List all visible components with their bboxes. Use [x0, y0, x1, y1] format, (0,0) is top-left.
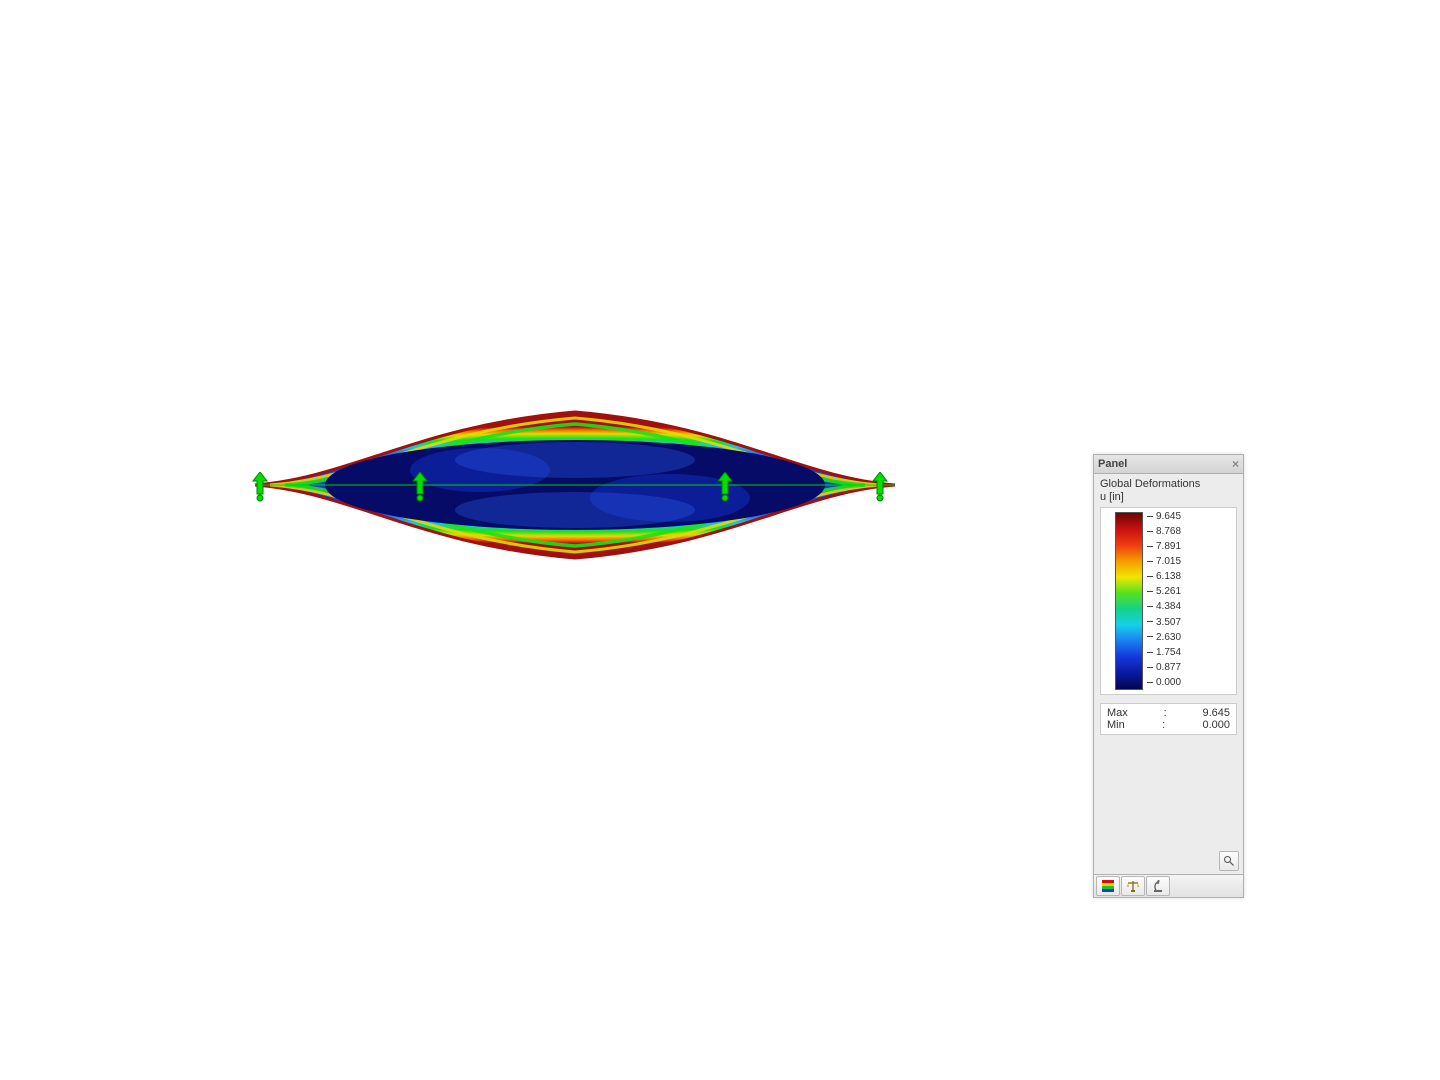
legend-tick: 1.754	[1147, 648, 1181, 658]
stats-max-value: 9.645	[1202, 707, 1230, 719]
color-legend: 9.645 8.768 7.891 7.015 6.138 5.261 4.384 3.507…	[1100, 507, 1237, 695]
results-panel: Panel × Global Deformations u [in] 9.645…	[1093, 454, 1244, 898]
stats-min-label: Min	[1107, 719, 1125, 731]
stats-max-label: Max	[1107, 707, 1128, 719]
stats-min-value: 0.000	[1202, 719, 1230, 731]
zoom-icon[interactable]	[1219, 851, 1239, 871]
legend-color-bar	[1115, 512, 1143, 690]
legend-tick: 5.261	[1147, 587, 1181, 597]
legend-tick: 9.645	[1147, 512, 1181, 522]
color-scale-icon[interactable]	[1096, 876, 1120, 896]
legend-units: u [in]	[1100, 491, 1237, 503]
legend-tick: 8.768	[1147, 527, 1181, 537]
legend-ticks: 9.645 8.768 7.891 7.015 6.138 5.261 4.384 3.507…	[1147, 512, 1181, 688]
legend-tick: 4.384	[1147, 602, 1181, 612]
legend-tick: 6.138	[1147, 572, 1181, 582]
close-icon[interactable]: ×	[1232, 455, 1239, 473]
legend-tick: 3.507	[1147, 618, 1181, 628]
legend-tick: 2.630	[1147, 633, 1181, 643]
panel-titlebar[interactable]: Panel ×	[1094, 455, 1243, 474]
legend-tick: 0.877	[1147, 663, 1181, 673]
microscope-icon[interactable]	[1146, 876, 1170, 896]
panel-footer	[1094, 874, 1243, 897]
panel-title: Panel	[1098, 455, 1127, 473]
legend-tick: 0.000	[1147, 678, 1181, 688]
deformation-plot[interactable]	[250, 400, 900, 570]
legend-tick: 7.015	[1147, 557, 1181, 567]
balance-icon[interactable]	[1121, 876, 1145, 896]
legend-title: Global Deformations	[1100, 478, 1237, 490]
legend-tick: 7.891	[1147, 542, 1181, 552]
stats-box: Max : 9.645 Min : 0.000	[1100, 703, 1237, 735]
